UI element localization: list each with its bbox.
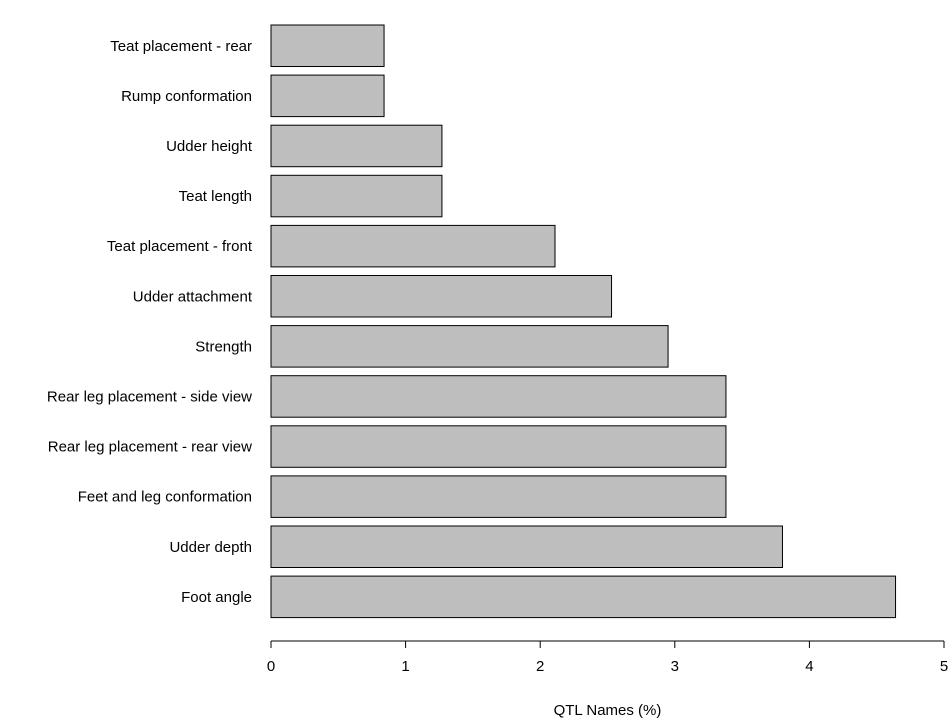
category-label: Teat length [179, 188, 252, 205]
bar [270, 575, 897, 619]
category-label: Rump conformation [121, 88, 252, 105]
x-tick-label: 4 [805, 658, 813, 675]
category-label: Foot angle [181, 589, 252, 606]
bar [270, 174, 443, 218]
bars-group [270, 24, 897, 619]
category-label: Rear leg placement - rear view [48, 439, 252, 456]
category-label: Teat placement - front [107, 238, 253, 255]
x-ticks: 0 1 2 3 4 5 [267, 641, 948, 675]
x-tick-label: 5 [940, 658, 948, 675]
bar [270, 475, 727, 518]
category-label: Feet and leg conformation [78, 489, 252, 506]
category-label: Udder attachment [133, 288, 253, 305]
category-label: Rear leg placement - side view [47, 388, 252, 405]
bar [270, 74, 385, 118]
bar [270, 275, 613, 318]
bar [270, 224, 556, 268]
x-tick-label: 3 [671, 658, 679, 675]
bar [270, 24, 385, 67]
bar [270, 124, 443, 168]
bar [270, 425, 727, 468]
x-tick-label: 1 [401, 658, 409, 675]
category-labels: Teat placement - rear Rump conformation Ud… [47, 38, 253, 606]
category-label: Strength [195, 338, 252, 355]
bar [270, 525, 783, 568]
x-axis: 0 1 2 3 4 5 [267, 640, 948, 675]
x-axis-label: QTL Names (%) [554, 702, 662, 719]
category-label: Teat placement - rear [110, 38, 252, 55]
category-label: Udder height [166, 138, 253, 155]
x-tick-label: 2 [536, 658, 544, 675]
bar [270, 325, 669, 368]
category-label: Udder depth [169, 539, 252, 556]
x-tick-label: 0 [267, 658, 275, 675]
bar [270, 375, 727, 418]
